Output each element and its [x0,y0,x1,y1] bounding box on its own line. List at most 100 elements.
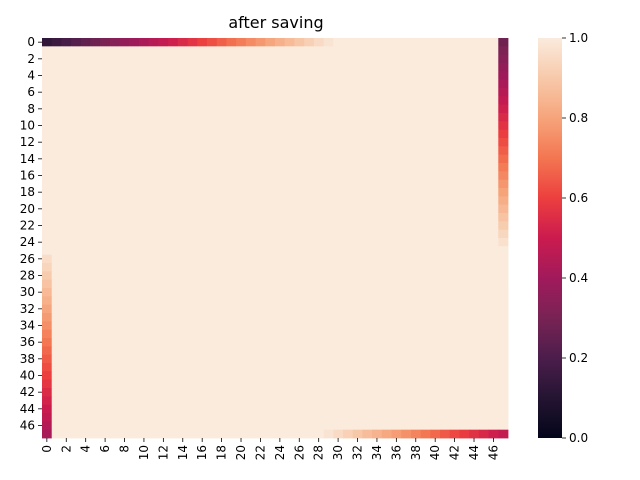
heatmap-cell [430,96,441,106]
heatmap-cell [168,321,179,331]
heatmap-cell [420,363,431,372]
heatmap-cell [304,88,315,97]
heatmap-cell [420,396,431,406]
heatmap-cell [440,346,451,356]
x-tick-label: 4 [79,445,93,453]
heatmap-cell [226,413,237,422]
heatmap-cell [440,396,451,406]
heatmap-cell [410,54,422,64]
heatmap-cell [109,146,121,156]
heatmap-cell [488,88,499,97]
heatmap-cell [304,46,315,56]
heatmap-cell [478,229,489,239]
heatmap-cell [197,238,208,247]
heatmap-cell [245,204,256,214]
heatmap-cell [323,246,334,256]
heatmap-cell [304,204,315,214]
heatmap-cell [236,46,247,56]
heatmap-cell [109,304,121,314]
heatmap-cell [478,171,489,181]
heatmap-cell [449,171,460,181]
heatmap-cell [42,79,53,89]
heatmap-cell [177,321,189,331]
heatmap-cell [216,413,227,422]
heatmap-cell [478,113,489,122]
heatmap-cell [226,271,237,281]
heatmap-cell [177,238,189,247]
heatmap-cell [109,363,121,372]
heatmap-cell [333,379,344,389]
heatmap-cell [275,346,286,356]
heatmap-cell [362,404,373,414]
heatmap-cell [80,204,91,214]
heatmap-cell [80,104,91,114]
y-tick-label: 10 [20,119,35,133]
heatmap-cell [333,188,344,197]
heatmap-cell [410,238,422,247]
heatmap-cell [372,279,383,289]
heatmap-cell [391,363,402,372]
heatmap-cell [90,196,101,206]
colorbar-tick-label: 0.0 [569,431,588,445]
heatmap-cell [177,429,189,439]
heatmap-cell [139,346,150,356]
heatmap-cell [80,163,91,172]
heatmap-cell [352,113,363,122]
heatmap-cell [90,396,101,406]
heatmap-cell [80,88,91,97]
heatmap-cell [61,396,72,406]
heatmap-cell [323,371,334,381]
x-tick-label: 2 [59,445,73,453]
heatmap-cell [342,329,354,339]
heatmap-cell [488,329,499,339]
heatmap-cell [323,288,334,297]
heatmap-cell [109,421,121,431]
heatmap-cell [381,346,392,356]
heatmap-cell [478,88,489,97]
heatmap-cell [420,79,431,89]
heatmap-cell [294,154,305,164]
heatmap-cell [51,254,62,264]
heatmap-cell [148,388,159,397]
heatmap-cell [498,113,509,122]
heatmap-cell [352,88,363,97]
heatmap-cell [158,321,169,331]
heatmap-cell [148,329,159,339]
heatmap-cell [216,163,227,172]
heatmap-cell [109,179,121,189]
heatmap-cell [148,396,159,406]
heatmap-cell [129,113,140,122]
heatmap-cell [498,221,509,231]
heatmap-cell [381,138,392,147]
heatmap-cell [148,321,159,331]
heatmap-cell [42,354,53,364]
heatmap-cell [197,346,208,356]
heatmap-cell [488,321,499,331]
heatmap-cell [265,146,276,156]
heatmap-cell [148,38,159,47]
heatmap-cell [372,154,383,164]
heatmap-cell [391,413,402,422]
heatmap-cell [168,413,179,422]
heatmap-cell [158,263,169,272]
heatmap-cell [51,263,62,272]
heatmap-cell [51,79,62,89]
heatmap-cell [51,371,62,381]
heatmap-cell [410,313,422,322]
heatmap-cell [177,171,189,181]
heatmap-cell [119,79,130,89]
heatmap-cell [255,79,266,89]
heatmap-cell [51,296,62,306]
y-tick-label: 34 [20,319,35,333]
heatmap-cell [42,38,53,47]
heatmap-cell [391,129,402,139]
heatmap-cell [168,379,179,389]
heatmap-cell [459,263,470,272]
heatmap-cell [265,54,276,64]
heatmap-cell [51,54,62,64]
heatmap-cell [177,421,189,431]
heatmap-cell [90,371,101,381]
heatmap-cell [177,338,189,347]
heatmap-cell [381,163,392,172]
heatmap-cell [71,213,82,222]
